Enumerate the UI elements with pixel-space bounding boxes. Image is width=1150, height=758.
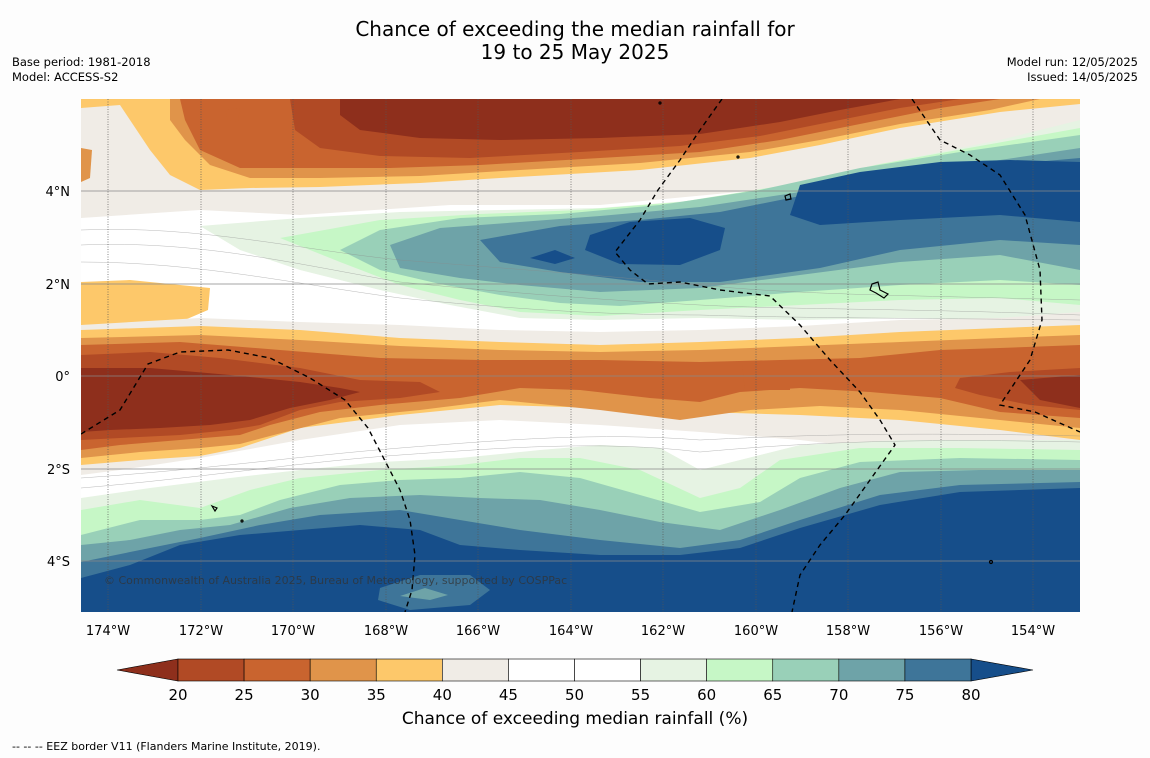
lon-tick-label: 156°W <box>919 624 963 639</box>
island-5 <box>658 101 662 105</box>
map-title: Chance of exceeding the median rainfall … <box>0 18 1150 64</box>
colorbar-segment <box>904 658 972 682</box>
islands <box>210 101 994 565</box>
title-line-1: Chance of exceeding the median rainfall … <box>355 17 795 41</box>
colorbar-segment <box>177 658 245 682</box>
lon-tick-label: 170°W <box>271 624 315 639</box>
lon-tick-label: 154°W <box>1011 624 1055 639</box>
lon-gridlines <box>107 99 1034 612</box>
colorbar-tick-label: 75 <box>895 686 914 704</box>
fine-contours <box>81 229 1080 489</box>
lon-tick-label: 158°W <box>826 624 870 639</box>
island-3 <box>210 504 218 513</box>
lat-tick-label: 2°N <box>46 278 71 293</box>
colorbar-tick-label: 80 <box>961 686 980 704</box>
lat-tick-label: 0° <box>55 370 70 385</box>
band-eq-30 <box>81 342 1080 450</box>
meta-right: Model run: 12/05/2025 Issued: 14/05/2025 <box>1007 55 1138 85</box>
colorbar: 20 25 30 35 40 45 50 55 60 65 70 75 80 <box>116 658 1034 704</box>
colorbar-segment <box>375 658 443 682</box>
colorbar-segment <box>772 658 840 682</box>
colorbar-tick-label: 70 <box>829 686 848 704</box>
colorbar-segment <box>508 658 575 682</box>
model-run-text: Model run: 12/05/2025 <box>1006 55 1138 69</box>
lat-gridlines <box>81 190 1080 562</box>
lat-tick-label: 2°S <box>47 463 70 478</box>
colorbar-tick-label: 25 <box>235 686 254 704</box>
island-2 <box>869 281 890 299</box>
colorbar-segment <box>838 658 906 682</box>
colorbar-segment <box>442 658 509 682</box>
colorbar-segment <box>309 658 377 682</box>
colorbar-segment <box>640 658 707 682</box>
colorbar-tick-label: 55 <box>631 686 650 704</box>
colorbar-tick-label: 65 <box>763 686 782 704</box>
title-line-2: 19 to 25 May 2025 <box>480 40 670 64</box>
colorbar-tick-label: 60 <box>697 686 716 704</box>
colorbar-extend-left <box>116 658 179 682</box>
band-eq-20 <box>81 368 360 432</box>
band-north-80c <box>530 250 575 264</box>
copyright-text: © Commonwealth of Australia 2025, Bureau… <box>104 574 567 587</box>
meta-left: Base period: 1981-2018 Model: ACCESS-S2 <box>12 55 151 85</box>
lon-tick-labels: 174°W 172°W 170°W 168°W 166°W 164°W 162°… <box>86 624 1055 639</box>
colorbar-tick-label: 30 <box>301 686 320 704</box>
issued-text: Issued: 14/05/2025 <box>1027 70 1138 84</box>
lon-tick-label: 172°W <box>179 624 223 639</box>
island-7 <box>240 519 244 523</box>
band-eq-mid-patch <box>742 365 790 390</box>
lon-tick-label: 162°W <box>641 624 685 639</box>
band-north-80b <box>585 218 725 265</box>
band-south-80 <box>81 488 1080 612</box>
colorbar-label: Chance of exceeding median rainfall (%) <box>401 709 749 729</box>
lat-tick-label: 4°N <box>46 185 71 200</box>
band-north-25-patch <box>225 108 240 122</box>
lat-tick-labels: 4°N 2°N 0° 2°S 4°S <box>46 185 71 570</box>
colorbar-tick-label: 40 <box>433 686 452 704</box>
lon-tick-label: 160°W <box>734 624 778 639</box>
colorbar-tick-label: 20 <box>168 686 187 704</box>
footnote-eez: -- -- -- EEZ border V11 (Flanders Marine… <box>12 740 321 753</box>
colorbar-tick-label: 35 <box>367 686 386 704</box>
colorbar-tick-label: 45 <box>499 686 518 704</box>
colorbar-segment <box>243 658 311 682</box>
island-6 <box>736 155 740 159</box>
eez-borders <box>81 99 1080 612</box>
model-text: Model: ACCESS-S2 <box>12 70 119 84</box>
band-north-80a <box>790 160 1080 225</box>
base-period-text: Base period: 1981-2018 <box>12 55 151 69</box>
island-4 <box>988 559 994 565</box>
rainfall-probability-field <box>81 99 1080 612</box>
lon-tick-label: 164°W <box>549 624 593 639</box>
band-eq-east-20 <box>1020 375 1080 408</box>
lon-tick-label: 174°W <box>86 624 130 639</box>
island-1 <box>784 193 792 201</box>
colorbar-segment <box>706 658 774 682</box>
band-north-15 <box>340 99 900 140</box>
colorbar-segment <box>574 658 641 682</box>
lon-tick-label: 166°W <box>456 624 500 639</box>
band-south-70-patch <box>400 588 448 600</box>
lat-tick-label: 4°S <box>47 555 70 570</box>
band-west-30-edge <box>81 148 92 182</box>
lon-tick-label: 168°W <box>364 624 408 639</box>
colorbar-extend-right <box>970 658 1034 682</box>
colorbar-tick-label: 50 <box>565 686 584 704</box>
